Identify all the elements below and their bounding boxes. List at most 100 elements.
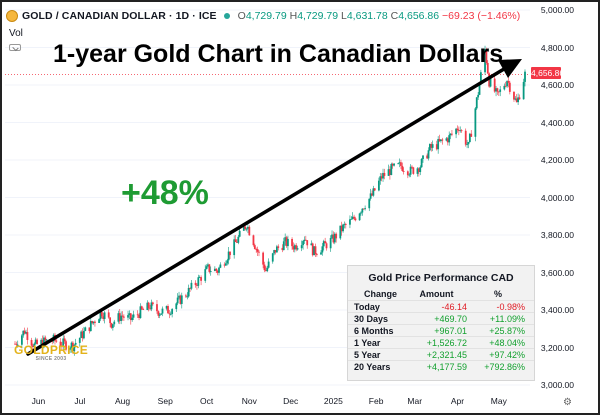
header-change: Change bbox=[364, 289, 398, 299]
candle-body bbox=[333, 233, 336, 243]
candle-body bbox=[237, 236, 240, 243]
candle-body bbox=[256, 249, 259, 252]
candle-body bbox=[45, 339, 48, 341]
candle-body bbox=[92, 321, 95, 324]
candle-body bbox=[34, 339, 37, 344]
candle-body bbox=[55, 340, 58, 342]
settings-gear-icon[interactable]: ⚙ bbox=[563, 397, 572, 408]
percent-cell: +25.87% bbox=[489, 325, 525, 336]
candle-body bbox=[331, 234, 333, 238]
candle-body bbox=[247, 226, 249, 229]
candle-body bbox=[522, 81, 525, 100]
y-tick-label: 3,800.00 bbox=[540, 230, 574, 240]
candle-body bbox=[196, 285, 198, 286]
candle-body bbox=[219, 264, 222, 268]
candle-body bbox=[382, 172, 384, 179]
candle-body bbox=[302, 241, 304, 246]
candle-body bbox=[14, 343, 16, 345]
candle-body bbox=[340, 225, 343, 232]
candle-body bbox=[467, 142, 470, 145]
candle-body bbox=[503, 85, 506, 90]
period-cell: 20 Years bbox=[354, 361, 391, 372]
candle-body bbox=[102, 316, 105, 320]
candle-body bbox=[258, 251, 260, 253]
x-tick-label: Apr bbox=[450, 396, 465, 406]
candle-body bbox=[475, 97, 478, 109]
candle-body bbox=[139, 306, 142, 318]
candle-body bbox=[216, 270, 219, 273]
chart-headline: 1-year Gold Chart in Canadian Dollars bbox=[53, 40, 504, 68]
candle-body bbox=[207, 264, 209, 267]
candle-body bbox=[314, 246, 317, 255]
candle-body bbox=[295, 245, 298, 250]
gain-annotation: +48% bbox=[121, 174, 209, 212]
candle-body bbox=[390, 163, 393, 175]
period-cell: 1 Year bbox=[354, 337, 381, 348]
candle-body bbox=[127, 315, 129, 318]
y-tick-label: 3,600.00 bbox=[540, 267, 574, 278]
candle-body bbox=[140, 306, 143, 310]
candle-body bbox=[361, 208, 364, 213]
candle-body bbox=[16, 344, 19, 346]
candle-body bbox=[387, 169, 390, 176]
candle-body bbox=[524, 71, 526, 82]
candle-body bbox=[417, 168, 420, 173]
candle-body bbox=[252, 235, 255, 246]
candle-body bbox=[30, 339, 33, 346]
candle-body bbox=[73, 344, 76, 352]
y-tick-label: 4,000.00 bbox=[540, 192, 574, 203]
candle-body bbox=[437, 139, 440, 150]
candle-body bbox=[271, 253, 274, 262]
goldprice-watermark: GOLDPRICE SINCE 2003 bbox=[14, 343, 89, 362]
amount-cell: +4,177.59 bbox=[426, 361, 467, 372]
candle-body bbox=[506, 81, 508, 87]
candle-body bbox=[111, 324, 114, 328]
candle-body bbox=[344, 224, 347, 225]
candle-body bbox=[440, 139, 442, 142]
candle-body bbox=[486, 62, 489, 74]
candle-body bbox=[113, 321, 116, 325]
candle-body bbox=[80, 331, 83, 338]
candle-body bbox=[180, 295, 183, 304]
candle-body bbox=[499, 89, 502, 92]
candle-body bbox=[22, 330, 25, 336]
candle-body bbox=[412, 167, 415, 174]
trend-arrow-line bbox=[26, 67, 506, 356]
candle-body bbox=[285, 237, 288, 247]
candle-body bbox=[391, 163, 394, 166]
candle-body bbox=[409, 166, 412, 175]
performance-title: Gold Price Performance CAD bbox=[368, 272, 514, 284]
collapse-legend-icon[interactable] bbox=[9, 44, 21, 51]
candle-body bbox=[171, 309, 174, 314]
candle-body bbox=[20, 335, 23, 345]
header-percent: % bbox=[493, 289, 502, 299]
candle-body bbox=[349, 219, 351, 225]
candle-body bbox=[518, 97, 521, 100]
candle-body bbox=[335, 233, 338, 239]
candle-body bbox=[208, 264, 211, 272]
candle-body bbox=[373, 188, 376, 191]
candle-body bbox=[69, 348, 72, 350]
volume-label[interactable]: Vol bbox=[9, 28, 23, 39]
candle-body bbox=[397, 163, 400, 165]
candle-body bbox=[466, 144, 469, 146]
y-tick-label: 5,000.00 bbox=[540, 5, 574, 15]
candle-body bbox=[32, 345, 34, 347]
symbol-title[interactable]: GOLD / CANADIAN DOLLAR · 1D · ICE bbox=[22, 10, 217, 22]
candle-body bbox=[26, 332, 29, 340]
candle-body bbox=[218, 267, 220, 273]
candle-body bbox=[36, 339, 38, 345]
candle-body bbox=[81, 331, 84, 339]
candle-body bbox=[147, 302, 150, 309]
candle-body bbox=[185, 295, 187, 297]
candle-body bbox=[497, 91, 500, 93]
candle-body bbox=[89, 321, 92, 332]
x-tick-label: Jun bbox=[31, 396, 46, 406]
candle-body bbox=[369, 193, 372, 199]
candle-body bbox=[187, 287, 190, 297]
candle-body bbox=[362, 208, 365, 210]
candle-body bbox=[215, 268, 218, 271]
x-tick-label: Aug bbox=[114, 396, 131, 406]
period-cell: 5 Year bbox=[354, 349, 381, 360]
